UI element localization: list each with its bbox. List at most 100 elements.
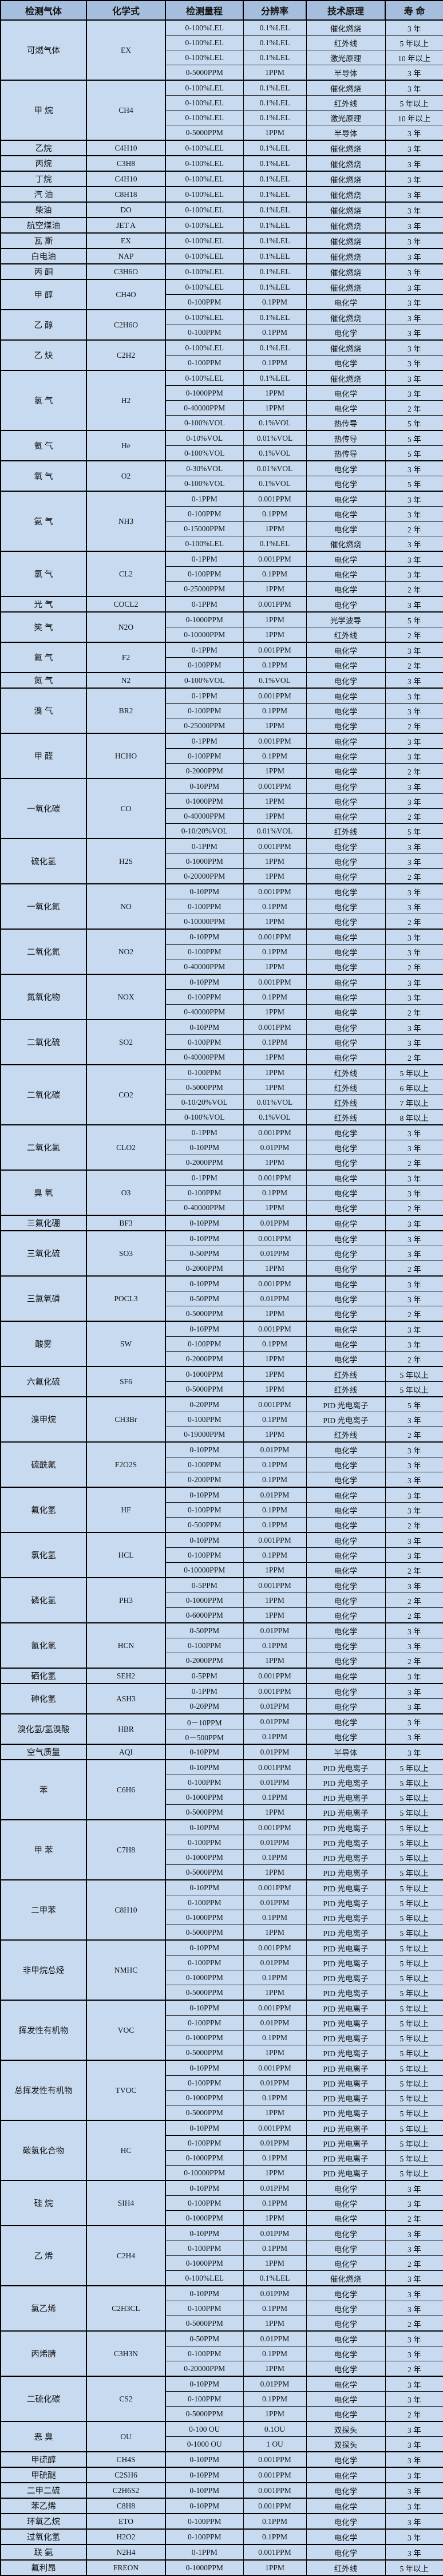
lifespan-cell: 3 年 xyxy=(385,325,443,341)
resolution-cell: 0.001PPM xyxy=(243,1230,307,1246)
lifespan-cell: 3 年 xyxy=(385,1441,443,1457)
range-cell: 0-100%LEL xyxy=(165,19,244,35)
resolution-cell: 0.1PPM xyxy=(243,2346,307,2361)
gas-name-cell: 乙 醇 xyxy=(0,309,87,341)
range-cell: 0-1PPM xyxy=(165,551,244,567)
lifespan-cell: 3 年 xyxy=(385,171,443,187)
principle-cell: 电化学 xyxy=(306,325,386,341)
principle-cell: 催化燃烧 xyxy=(306,171,386,187)
resolution-cell: 0.01PPM xyxy=(243,1246,307,1261)
lifespan-cell: 5 年以上 xyxy=(385,1381,443,1397)
range-cell: 0-10000PPM xyxy=(165,627,244,643)
resolution-cell: 0.01PPM xyxy=(243,1955,307,1970)
range-cell: 0-5000PPM xyxy=(165,65,244,81)
lifespan-cell: 3 年 xyxy=(385,1638,443,1653)
lifespan-cell: 5 年以上 xyxy=(385,95,443,110)
range-cell: 0-100PPM xyxy=(165,1955,244,1970)
gas-name-cell: 臭 氧 xyxy=(0,1170,87,1216)
formula-cell: C2H6S2 xyxy=(86,2482,166,2499)
principle-cell: PID 光电离子 xyxy=(306,2075,386,2091)
principle-cell: PID 光电离子 xyxy=(306,1955,386,1970)
resolution-cell: 0.01PPM xyxy=(243,2285,307,2301)
formula-cell: CH3Br xyxy=(86,1396,166,1443)
resolution-cell: 0.01PPM xyxy=(243,2075,307,2091)
range-cell: 0-30%VOL xyxy=(165,460,244,476)
table-row: 0-40000PPM 1PPM 电化学 2 年 xyxy=(1,808,443,824)
principle-cell: 催化燃烧 xyxy=(306,2270,386,2286)
range-cell: 0-1PPM xyxy=(165,688,244,704)
range-cell: 0-5000PPM xyxy=(165,125,244,141)
formula-cell: C3H3N xyxy=(86,2330,166,2377)
resolution-cell: 0.01PPM xyxy=(243,2135,307,2151)
principle-cell: PID 光电离子 xyxy=(306,1939,386,1955)
lifespan-cell: 2 年 xyxy=(385,808,443,824)
gas-name-cell: 砷化氢 xyxy=(0,1683,87,1714)
group-start-row: 二氧化氯 CLO2 0-1PPM 0.001PPM 电化学 3 年 xyxy=(0,1124,443,1171)
lifespan-cell: 3 年 xyxy=(385,2513,443,2530)
formula-cell: C2H3CL xyxy=(86,2285,166,2332)
group-start-row: 二氧化碳 CO2 0-100PPM 1PPM 红外线 5 年以上 xyxy=(0,1064,443,1125)
group-start-row: 甲 醛 HCHO 0-1PPM 0.001PPM 电化学 3 年 xyxy=(0,733,443,779)
gas-name-cell: 氯 气 xyxy=(0,551,87,597)
lifespan-cell: 5 年以上 xyxy=(385,1789,443,1805)
table-row: 0-100PPM 0.1PPM PID 光电离子 3 年 xyxy=(1,1412,443,1427)
resolution-cell: 0.01PPM xyxy=(243,1487,307,1503)
table-row: 0-100PPM 0.1PPM 电化学 3 年 xyxy=(1,2391,443,2407)
principle-cell: 电化学 xyxy=(306,944,386,959)
resolution-cell: 0.1PPM xyxy=(243,748,307,764)
resolution-cell: 0.1%LEL xyxy=(243,2270,307,2286)
range-cell: 0-5000PPM xyxy=(165,1306,244,1322)
lifespan-cell: 3 年 xyxy=(385,80,443,96)
lifespan-cell: 3 年 xyxy=(385,1275,443,1291)
principle-cell: PID 光电离子 xyxy=(306,1759,386,1775)
lifespan-cell: 2 年 xyxy=(385,400,443,416)
principle-cell: 热传导 xyxy=(306,445,386,461)
principle-cell: 催化燃烧 xyxy=(306,248,386,264)
principle-cell: 催化燃烧 xyxy=(306,263,386,280)
gas-name-cell: 联 氨 xyxy=(0,2544,87,2561)
table-row: 0-1000PPM 1PPM 电化学 2 年 xyxy=(1,1593,443,1608)
formula-cell: POCL3 xyxy=(86,1275,166,1322)
table-row: 0-1000PPM 0.1PPM PID 光电离子 5 年以上 xyxy=(1,1970,443,1985)
formula-cell: HC xyxy=(86,2120,166,2181)
range-cell: 0-100PPM xyxy=(165,2241,244,2256)
principle-cell: PID 光电离子 xyxy=(306,1775,386,1790)
principle-cell: PID 光电离子 xyxy=(306,1864,386,1880)
group-start-row: 溴化氢/氢溴酸 HBR 0－10PPM 0.01PPM 电化学 3 年 xyxy=(0,1713,443,1745)
group-start-row: 氨 气 NH3 0-1PPM 0.001PPM 电化学 3 年 xyxy=(0,491,443,552)
range-cell: 0-100%LEL xyxy=(165,217,244,234)
principle-cell: 电化学 xyxy=(306,2467,386,2483)
resolution-cell: 0.001PPM xyxy=(243,1683,307,1699)
resolution-cell: 0.1OU xyxy=(243,2421,307,2437)
lifespan-cell: 3 年 xyxy=(385,899,443,914)
lifespan-cell: 3 年 xyxy=(385,19,443,35)
principle-cell: 红外线 xyxy=(306,1080,386,1095)
range-cell: 0-100PPM xyxy=(165,1835,244,1850)
principle-cell: 催化燃烧 xyxy=(306,536,386,552)
principle-cell: 电化学 xyxy=(306,2346,386,2361)
resolution-cell: 1PPM xyxy=(243,1607,307,1623)
group-start-row: 氟利昂 FREON 0-1000PPM 1PPM 红外线 5 年以上 xyxy=(0,2559,443,2576)
principle-cell: 电化学 xyxy=(306,1291,386,1306)
resolution-cell: 1PPM xyxy=(243,763,307,779)
resolution-cell: 1PPM xyxy=(243,1427,307,1443)
group-start-row: 六氟化硫 SF6 0-1000PPM 1PPM 红外线 5 年以上 xyxy=(0,1366,443,1397)
gas-name-cell: 航空煤油 xyxy=(0,217,87,234)
range-cell: 0-1000PPM xyxy=(165,2210,244,2226)
group-start-row: 臭 氧 O3 0-1PPM 0.001PPM 电化学 3 年 xyxy=(0,1170,443,1216)
gas-name-cell: 笑 气 xyxy=(0,611,87,643)
lifespan-cell: 5 年以上 xyxy=(385,2559,443,2576)
principle-cell: 催化燃烧 xyxy=(306,370,386,386)
lifespan-cell: 2 年 xyxy=(385,1427,443,1443)
range-cell: 0-40000PPM xyxy=(165,1200,244,1216)
group-start-row: 氯乙烯 C2H3CL 0-10PPM 0.01PPM 电化学 3 年 xyxy=(0,2285,443,2332)
formula-cell: C4H10 xyxy=(86,171,166,187)
table-row: 0-5000PPM 1PPM PID 光电离子 5 年以上 xyxy=(1,2045,443,2061)
group-start-row: 非甲烷总烃 NMHC 0-10PPM 0.001PPM PID 光电离子 5 年以上 xyxy=(0,1939,443,2001)
lifespan-cell: 5 年以上 xyxy=(385,1064,443,1080)
range-cell: 0-10PPM xyxy=(165,2225,244,2241)
principle-cell: 电化学 xyxy=(306,400,386,416)
principle-cell: PID 光电离子 xyxy=(306,2045,386,2061)
range-cell: 0-1000PPM xyxy=(165,1970,244,1985)
principle-cell: 电化学 xyxy=(306,672,386,689)
